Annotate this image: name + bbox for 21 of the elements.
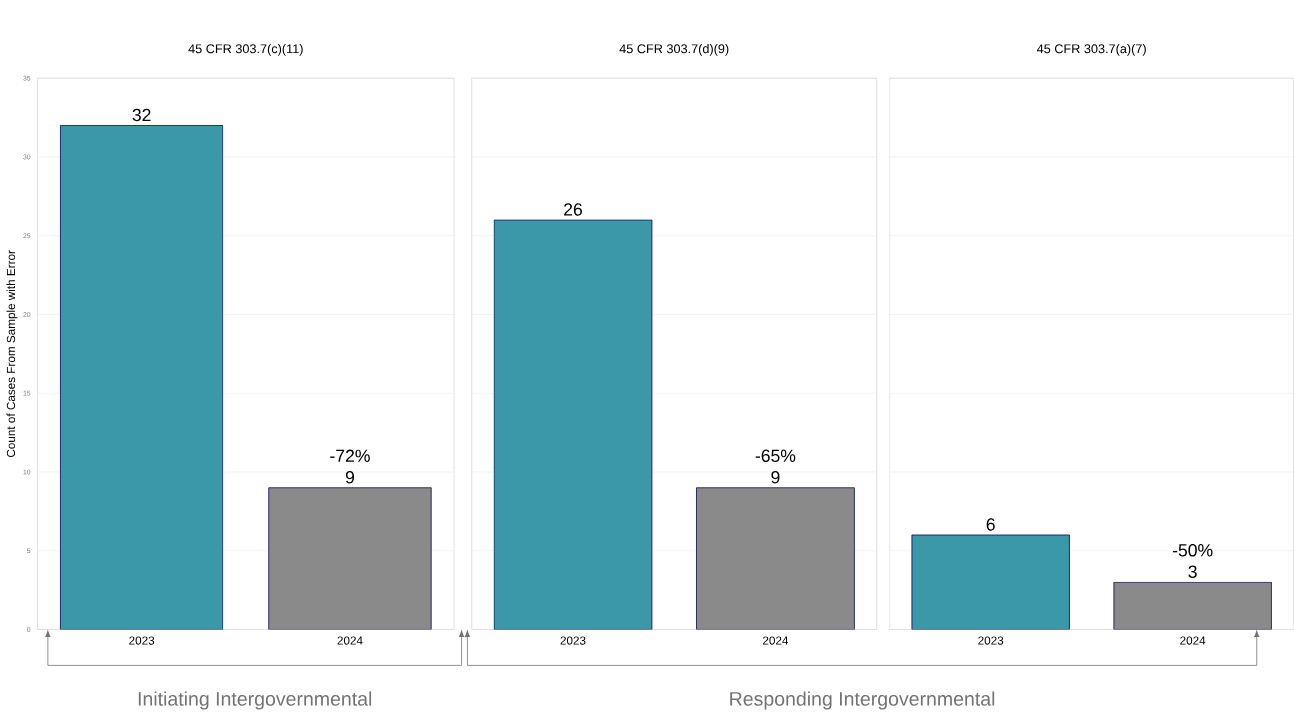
x-tick-label: 2024 (1180, 636, 1206, 645)
x-tick-label: 2024 (762, 636, 789, 645)
data-label: 9 (345, 470, 355, 484)
data-label: 6 (986, 518, 995, 531)
annotation: -72% (330, 449, 370, 462)
text: Initiating Intergovernmental (138, 691, 372, 710)
x-tick-label: 2024 (337, 636, 363, 645)
chart-title: 45 CFR 303.7(c)(11) (188, 43, 303, 56)
text: Responding Intergovernmental (730, 691, 995, 710)
annotation: -50% (1172, 544, 1213, 557)
y-axis-title: Count of Cases From Sample with Error (6, 250, 18, 458)
x-tick-label: 2023 (978, 636, 1004, 645)
data-label: 26 (564, 203, 582, 216)
x-tick-label: 2023 (560, 636, 586, 645)
annotation: -65% (755, 449, 796, 462)
data-label: 9 (771, 470, 780, 484)
chart-title: 45 CFR 303.7(a)(7) (1036, 43, 1146, 56)
chart-title: 45 CFR 303.7(d)(9) (619, 43, 729, 56)
data-label: 3 (1188, 565, 1197, 578)
x-tick-label: 2023 (129, 636, 155, 645)
data-label: 32 (132, 108, 151, 122)
